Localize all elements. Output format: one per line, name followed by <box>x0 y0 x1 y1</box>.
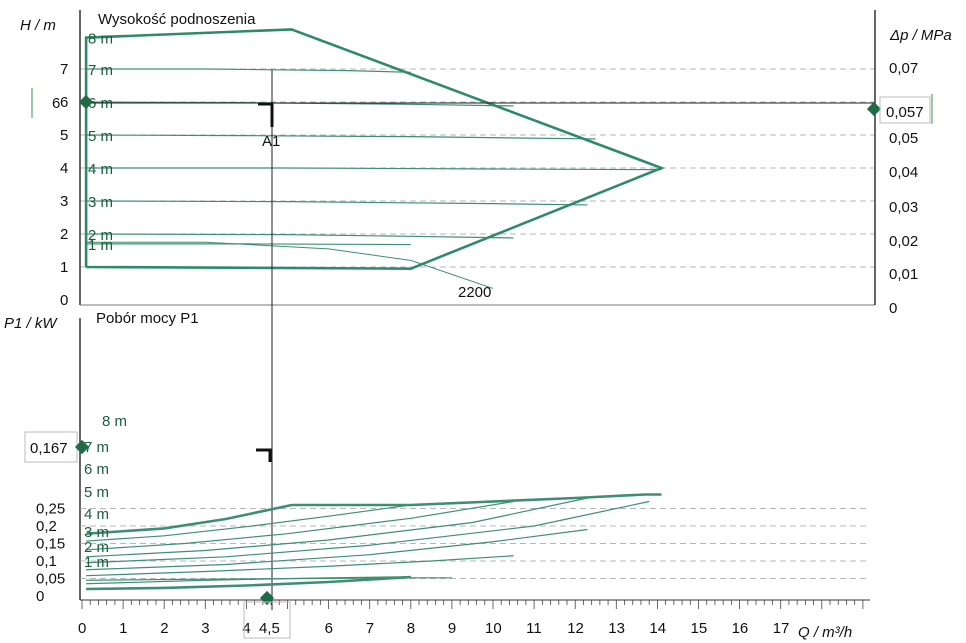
flow-tick-2: 2 <box>160 620 168 637</box>
power-curve-2-m <box>86 555 514 577</box>
flow-tick-15: 15 <box>691 620 708 637</box>
head-tick-4: 4 <box>60 160 68 177</box>
flow-tick-11: 11 <box>526 620 542 637</box>
operating-point-mark-head <box>258 102 274 127</box>
head-tick-1: 1 <box>60 259 68 276</box>
annotation-2200: 2200 <box>458 284 491 301</box>
power-label-4-m: 4 m <box>84 506 109 523</box>
head-axes <box>79 10 876 306</box>
pressure-tick-3: 0,03 <box>889 199 918 216</box>
pressure-tick-1: 0,01 <box>889 266 918 283</box>
power-panel-title: Pobór mocy P1 <box>96 310 199 327</box>
flow-tick-8: 8 <box>407 620 415 637</box>
power-label-5-m: 5 m <box>84 484 109 501</box>
flow-marker-box <box>243 601 291 639</box>
head-curve-4-m <box>86 167 662 171</box>
svg-text:0,167: 0,167 <box>30 440 68 457</box>
flow-tick-4: 4 <box>242 620 250 637</box>
flow-tick-0: 0 <box>78 620 86 637</box>
power-curve-6-m <box>86 500 514 551</box>
svg-text:6: 6 <box>52 95 60 112</box>
power-curve-8-m <box>86 493 662 535</box>
head-curve-2-m <box>86 233 514 239</box>
power-label-2-m: 2 m <box>84 539 109 556</box>
head-tick-6: 6 <box>60 94 68 111</box>
power-curve-2200 <box>86 575 411 591</box>
svg-text:0,057: 0,057 <box>886 104 924 121</box>
head-envelope <box>84 28 666 270</box>
power-curve-labels: 8 m 7 m 6 m 5 m 4 m3 m2 m1 m <box>84 413 127 571</box>
head-axis-ticks: 0 1 2 3 4 5 6 7 <box>60 61 68 309</box>
head-curve-2200 <box>86 241 494 289</box>
head-tick-7: 7 <box>60 61 68 78</box>
head-label-3-m: 3 m <box>88 194 113 211</box>
head-label-8-m: 8 m <box>88 31 113 48</box>
flow-tick-16: 16 <box>732 620 749 637</box>
head-label-4-m: 4 m <box>88 161 113 178</box>
power-label-1-m: 1 m <box>84 554 109 571</box>
annotation-A1: A1 <box>262 133 280 150</box>
flow-tick-5: 4,5 <box>259 620 280 637</box>
head-tick-0: 0 <box>60 292 68 309</box>
head-tick-5: 5 <box>60 127 68 144</box>
power-tick-1: 0,05 <box>36 571 65 588</box>
power-curve-5-m <box>86 497 588 558</box>
power-curve-4-m <box>86 500 650 564</box>
head-curve-1-m <box>86 243 411 246</box>
pressure-axis-label: Δp / MPa <box>889 27 952 44</box>
flow-tick-6: 6 <box>325 620 333 637</box>
flow-tick-9: 9 <box>448 620 456 637</box>
power-label-7-m: 7 m <box>84 439 109 456</box>
head-axis-label: H / m <box>20 17 56 34</box>
power-label-8-m: 8 m <box>102 413 127 430</box>
pressure-marker-0057: 0,057 <box>866 94 933 124</box>
power-tick-2: 0,1 <box>36 553 57 570</box>
pressure-tick-6: 0,07 <box>889 60 918 77</box>
pressure-tick-0: 0 <box>889 300 897 317</box>
head-panel-title: Wysokość podnoszenia <box>98 11 256 28</box>
power-tick-4: 0,2 <box>36 518 57 535</box>
flow-axis-label: Q / m³/h <box>798 624 852 641</box>
head-label-7-m: 7 m <box>88 62 113 79</box>
head-curve-5-m <box>86 134 596 140</box>
head-tick-3: 3 <box>60 193 68 210</box>
head-label-5-m: 5 m <box>88 128 113 145</box>
flow-tick-1: 1 <box>119 620 127 637</box>
head-curves <box>84 28 666 289</box>
head-tick-2: 2 <box>60 226 68 243</box>
head-label-1-m: 1 m <box>88 237 113 254</box>
pressure-tick-4: 0,04 <box>889 164 918 181</box>
flow-tick-13: 13 <box>608 620 625 637</box>
power-marker-0167: 0,167 <box>24 431 90 463</box>
pressure-tick-5: 0,05 <box>889 130 918 147</box>
pressure-tick-2: 0,02 <box>889 233 918 250</box>
flow-tick-3: 3 <box>201 620 209 637</box>
power-curve-3-m <box>86 528 588 571</box>
flow-tick-17: 17 <box>773 620 790 637</box>
head-curve-7-m <box>86 68 411 73</box>
power-axes <box>79 318 870 601</box>
flow-tick-10: 10 <box>485 620 502 637</box>
flow-tick-7: 7 <box>366 620 374 637</box>
power-label-6-m: 6 m <box>84 461 109 478</box>
power-label-3-m: 3 m <box>84 524 109 541</box>
power-curves <box>86 493 662 591</box>
power-tick-0: 0 <box>36 588 44 605</box>
head-label-2-m: 2 m <box>88 227 113 244</box>
operating-point-mark-power <box>256 448 272 462</box>
head-curve-3-m <box>86 200 588 206</box>
power-tick-5: 0,25 <box>36 501 65 518</box>
pressure-axis-ticks: 0 0,01 0,02 0,03 0,04 0,05 0,07 <box>889 60 918 317</box>
power-axis-label: P1 / kW <box>4 315 58 332</box>
power-axis-ticks: 00,050,10,150,20,25 <box>36 501 65 606</box>
head-curve-labels: 8 m7 m6 m5 m4 m3 m2 m1 m <box>88 31 113 254</box>
flow-tick-14: 14 <box>649 620 666 637</box>
power-curve-aux <box>86 577 452 581</box>
flow-axis-ticks: 0 1 2 3 4 4,5 6 7 8 9 10 11 12 13 14 15 16 17 <box>78 600 864 637</box>
flow-tick-12: 12 <box>567 620 584 637</box>
power-tick-3: 0,15 <box>36 536 65 553</box>
power-curve-7-m <box>86 504 411 542</box>
